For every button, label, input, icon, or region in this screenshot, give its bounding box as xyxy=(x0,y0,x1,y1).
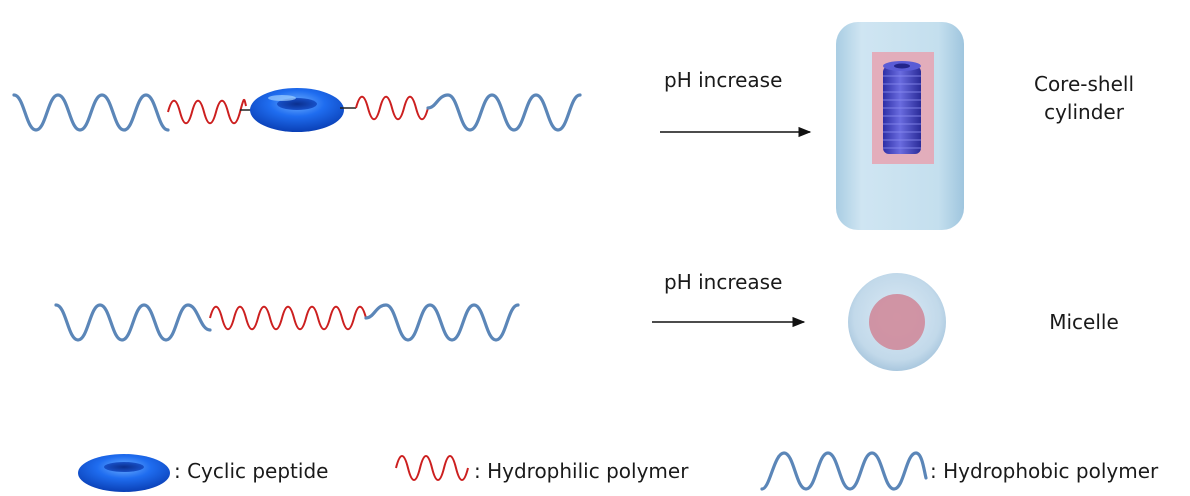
product-label-micelle: Micelle xyxy=(1004,308,1164,336)
legend-hydrophilic-label: : Hydrophilic polymer xyxy=(474,459,689,483)
legend-hydrophilic-icon xyxy=(395,455,469,481)
hydrophobic-chain-right-2 xyxy=(364,303,520,342)
polymer-conjugate-row-1 xyxy=(12,88,582,132)
cyclic-peptide-stack xyxy=(883,61,921,154)
polymer-conjugate-row-2 xyxy=(54,303,520,342)
hydrophilic-chain-2 xyxy=(209,305,367,331)
legend-hydrophobic-icon xyxy=(760,451,928,491)
legend-hydrophobic-label: : Hydrophobic polymer xyxy=(930,459,1159,483)
arrow-label-2: pH increase xyxy=(664,270,783,294)
micelle-core xyxy=(869,294,925,350)
micelle xyxy=(848,273,946,371)
product-label-cylinder-line-1: Core-shell xyxy=(1033,72,1135,96)
cyclic-peptide-ring xyxy=(250,88,344,132)
hydrophobic-chain-right-1 xyxy=(426,93,582,132)
core-shell-cylinder xyxy=(836,22,964,230)
product-label-micelle-line-1: Micelle xyxy=(1049,310,1119,334)
product-label-cylinder-line-2: cylinder xyxy=(1044,100,1124,124)
hydrophilic-chain-left-1 xyxy=(167,98,247,125)
legend xyxy=(78,451,928,492)
hydrophilic-chain-right-1 xyxy=(355,95,429,121)
legend-cyclic-peptide-icon xyxy=(78,454,170,492)
product-label-cylinder: Core-shell cylinder xyxy=(1004,70,1164,126)
hydrophobic-chain-left-2 xyxy=(54,303,212,342)
arrow-label-1: pH increase xyxy=(664,68,783,92)
hydrophobic-chain-left-1 xyxy=(12,93,170,132)
legend-cyclic-peptide-label: : Cyclic peptide xyxy=(174,459,329,483)
